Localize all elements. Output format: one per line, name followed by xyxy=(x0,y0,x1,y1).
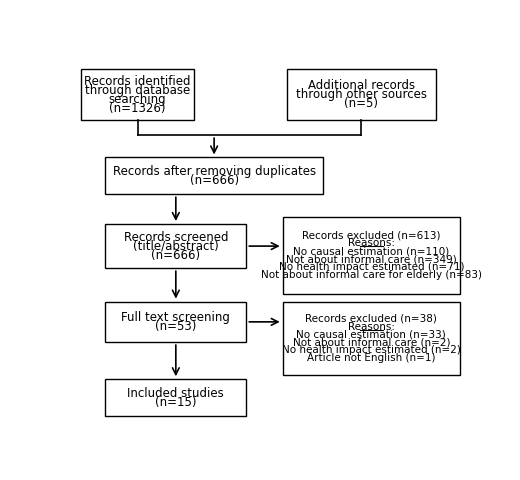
Text: (n=666): (n=666) xyxy=(151,249,200,262)
Text: through database: through database xyxy=(85,84,190,96)
Text: searching: searching xyxy=(109,93,166,106)
Text: Article not English (n=1): Article not English (n=1) xyxy=(307,353,436,363)
Text: Additional records: Additional records xyxy=(308,79,415,92)
Text: Records excluded (n=613): Records excluded (n=613) xyxy=(302,230,440,240)
Text: Included studies: Included studies xyxy=(127,386,224,400)
Text: Records after removing duplicates: Records after removing duplicates xyxy=(112,165,316,178)
Text: (n=53): (n=53) xyxy=(155,320,197,333)
Text: (n=666): (n=666) xyxy=(190,174,239,187)
Text: Reasons:: Reasons: xyxy=(348,322,395,332)
Text: Reasons:: Reasons: xyxy=(348,239,395,248)
FancyBboxPatch shape xyxy=(106,301,246,342)
Text: Records identified: Records identified xyxy=(84,74,191,87)
Text: Not about informal care (n=349): Not about informal care (n=349) xyxy=(286,254,457,264)
Text: Full text screening: Full text screening xyxy=(121,311,230,324)
Text: No causal estimation (n=33): No causal estimation (n=33) xyxy=(296,329,446,339)
Text: (n=1326): (n=1326) xyxy=(109,102,166,115)
Text: (title/abstract): (title/abstract) xyxy=(133,240,219,252)
Text: Records excluded (n=38): Records excluded (n=38) xyxy=(305,313,437,324)
FancyBboxPatch shape xyxy=(287,69,436,120)
FancyBboxPatch shape xyxy=(81,69,194,120)
Text: Not about informal care for elderly (n=83): Not about informal care for elderly (n=8… xyxy=(261,270,482,280)
FancyBboxPatch shape xyxy=(283,301,460,375)
FancyBboxPatch shape xyxy=(106,379,246,416)
Text: Not about informal care (n=2): Not about informal care (n=2) xyxy=(293,337,450,348)
FancyBboxPatch shape xyxy=(106,157,323,194)
Text: (n=5): (n=5) xyxy=(344,97,378,110)
FancyBboxPatch shape xyxy=(283,216,460,294)
FancyBboxPatch shape xyxy=(106,224,246,268)
Text: (n=15): (n=15) xyxy=(155,396,197,408)
Text: No health impact estimated (n=71): No health impact estimated (n=71) xyxy=(279,262,464,272)
Text: through other sources: through other sources xyxy=(296,88,427,101)
Text: Records screened: Records screened xyxy=(124,230,228,243)
Text: No health impact estimated (n=2): No health impact estimated (n=2) xyxy=(282,346,461,356)
Text: No causal estimation (n=110): No causal estimation (n=110) xyxy=(293,246,449,256)
